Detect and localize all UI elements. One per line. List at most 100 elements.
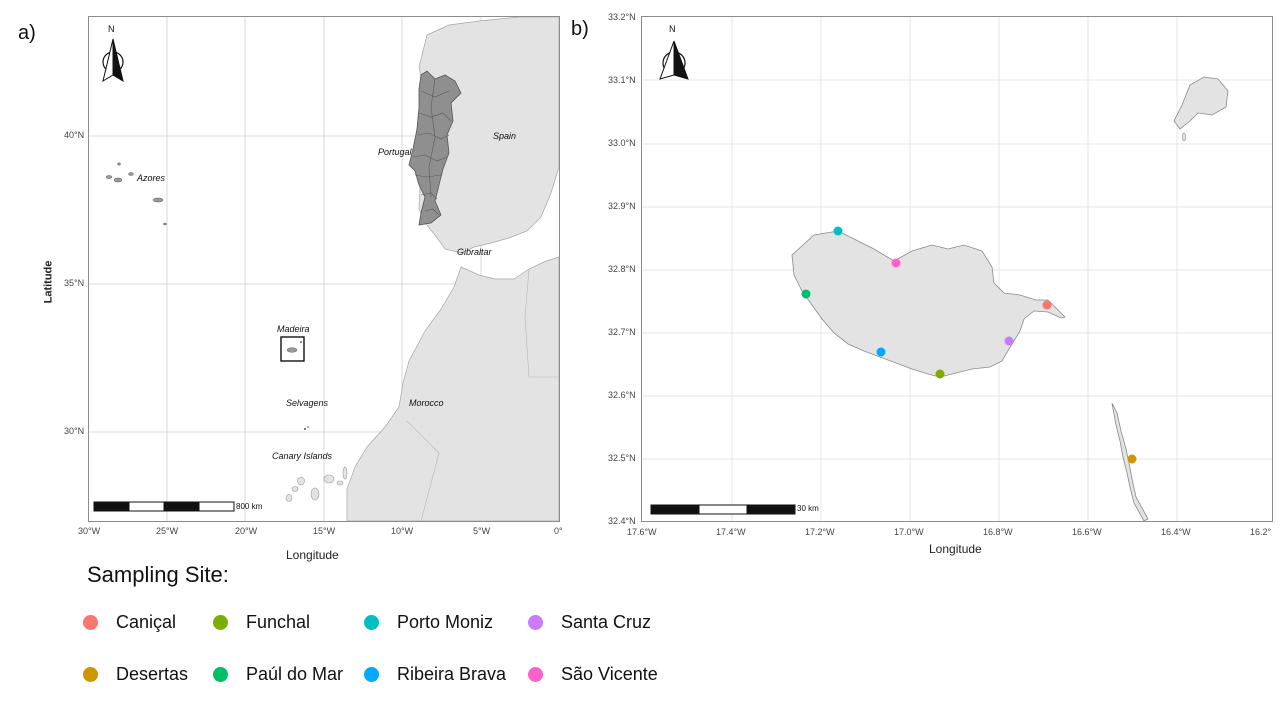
- place-azores: Azores: [137, 173, 166, 183]
- madeira-inset-box: [280, 336, 305, 362]
- b-x-tick-17-4w: 17.4°W: [716, 527, 746, 537]
- overview-map-canvas: [89, 17, 559, 521]
- b-y-tick-32-5n: 32.5°N: [608, 453, 636, 463]
- porto-santo-islet: [1182, 132, 1186, 142]
- a-x-tick-20w: 20°W: [235, 526, 258, 536]
- b-y-tick-33-1n: 33.1°N: [608, 75, 636, 85]
- legend-label: Porto Moniz: [397, 611, 494, 632]
- place-canary-islands: Canary Islands: [272, 451, 333, 461]
- b-y-tick-32-7n: 32.7°N: [608, 327, 636, 337]
- b-y-tick-32-8n: 32.8°N: [608, 264, 636, 274]
- legend-dot-icon: [83, 666, 98, 682]
- legend-item-funchal[interactable]: Funchal: [213, 612, 310, 632]
- legend-title: Sampling Site:: [87, 562, 229, 587]
- place-madeira: Madeira: [277, 324, 310, 334]
- a-x-tick-0: 0°: [554, 526, 563, 536]
- panel-b-label: b): [571, 18, 589, 40]
- africa-land: [346, 256, 559, 521]
- sampling-sites: [801, 226, 1137, 464]
- b-x-tick-17-0w: 17.0°W: [894, 527, 924, 537]
- site-funchal[interactable]: [935, 369, 945, 379]
- madeira-scale-label: 30 km: [797, 504, 819, 513]
- legend-label: Santa Cruz: [561, 611, 652, 632]
- site-ribeira-brava[interactable]: [876, 347, 886, 357]
- b-x-axis-title: Longitude: [929, 542, 982, 556]
- a-x-axis-title: Longitude: [286, 548, 339, 562]
- place-gibraltar: Gibraltar: [457, 247, 492, 257]
- legend-dot-icon: [528, 666, 543, 682]
- madeira-north-arrow: [659, 40, 689, 80]
- site-santa-cruz[interactable]: [1004, 336, 1014, 346]
- b-y-tick-33-2n: 33.2°N: [608, 12, 636, 22]
- a-x-tick-15w: 15°W: [313, 526, 336, 536]
- overview-map[interactable]: [88, 16, 560, 522]
- desertas-islands: [1111, 402, 1149, 521]
- madeira-map[interactable]: [641, 16, 1273, 522]
- legend-item-sao-vicente[interactable]: São Vicente: [528, 664, 658, 684]
- portugal-districts: [412, 78, 452, 216]
- legend-label: Caniçal: [116, 611, 177, 632]
- legend-dot-icon: [213, 666, 228, 682]
- selvagens-islands: [304, 426, 309, 430]
- b-x-tick-16-4w: 16.4°W: [1161, 527, 1191, 537]
- legend-label: São Vicente: [561, 663, 658, 684]
- north-label-b: N: [669, 24, 676, 34]
- b-x-tick-17-2w: 17.2°W: [805, 527, 835, 537]
- african-borders: [406, 268, 559, 521]
- site-porto-moniz[interactable]: [833, 226, 843, 236]
- porto-santo-island: [300, 341, 302, 343]
- a-y-tick-30n: 30°N: [64, 426, 85, 436]
- legend-dot-icon: [364, 614, 379, 630]
- legend-item-santa-cruz[interactable]: Santa Cruz: [528, 612, 651, 632]
- legend-label: Funchal: [246, 611, 311, 632]
- legend-item-paul-do-mar[interactable]: Paúl do Mar: [213, 664, 343, 684]
- place-morocco: Morocco: [409, 398, 444, 408]
- b-y-tick-32-6n: 32.6°N: [608, 390, 636, 400]
- place-selvagens: Selvagens: [286, 398, 329, 408]
- panel-a-label: a): [18, 22, 36, 44]
- b-y-tick-32-9n: 32.9°N: [608, 201, 636, 211]
- legend-dot-icon: [83, 614, 98, 630]
- legend-dot-icon: [364, 666, 379, 682]
- madeira-scale-bar: [650, 504, 796, 515]
- legend-item-desertas[interactable]: Desertas: [83, 664, 188, 684]
- legend-item-canical[interactable]: Caniçal: [83, 612, 176, 632]
- a-x-tick-30w: 30°W: [78, 526, 101, 536]
- site-sao-vicente[interactable]: [891, 258, 901, 268]
- overview-north-arrow: [102, 38, 124, 83]
- site-desertas[interactable]: [1127, 454, 1137, 464]
- overview-scale-label: 800 km: [236, 502, 263, 511]
- b-x-tick-16-8w: 16.8°W: [983, 527, 1013, 537]
- madeira-main-island: [791, 230, 1066, 378]
- place-spain: Spain: [493, 131, 517, 141]
- site-paul-do-mar[interactable]: [801, 289, 811, 299]
- b-x-tick-16-6w: 16.6°W: [1072, 527, 1102, 537]
- north-label-a: N: [108, 24, 115, 34]
- azores-islands: [105, 162, 167, 226]
- porto-santo-island: [1173, 76, 1229, 130]
- place-portugal: Portugal: [378, 147, 412, 157]
- b-y-tick-33-0n: 33.0°N: [608, 138, 636, 148]
- legend-label: Desertas: [116, 663, 189, 684]
- madeira-map-canvas: [642, 17, 1272, 521]
- a-x-tick-10w: 10°W: [391, 526, 414, 536]
- overview-scale-bar: [93, 501, 235, 512]
- portugal-land: [408, 70, 462, 226]
- legend-dot-icon: [528, 614, 543, 630]
- a-x-tick-25w: 25°W: [156, 526, 179, 536]
- legend-label: Paúl do Mar: [246, 663, 344, 684]
- a-y-tick-35n: 35°N: [64, 278, 85, 288]
- legend-label: Ribeira Brava: [397, 663, 507, 684]
- b-y-tick-32-4n: 32.4°N: [608, 516, 636, 526]
- b-x-tick-16-2: 16.2°: [1250, 527, 1272, 537]
- a-y-tick-40n: 40°N: [64, 130, 85, 140]
- legend-item-ribeira-brava[interactable]: Ribeira Brava: [364, 664, 506, 684]
- canary-islands: [285, 466, 348, 502]
- b-x-tick-17-6w: 17.6°W: [627, 527, 657, 537]
- legend-item-porto-moniz[interactable]: Porto Moniz: [364, 612, 493, 632]
- legend-dot-icon: [213, 614, 228, 630]
- a-x-tick-5w: 5°W: [473, 526, 491, 536]
- madeira-island: [286, 347, 298, 353]
- a-y-axis-title: Latitude: [42, 260, 55, 304]
- site-canical[interactable]: [1042, 300, 1052, 310]
